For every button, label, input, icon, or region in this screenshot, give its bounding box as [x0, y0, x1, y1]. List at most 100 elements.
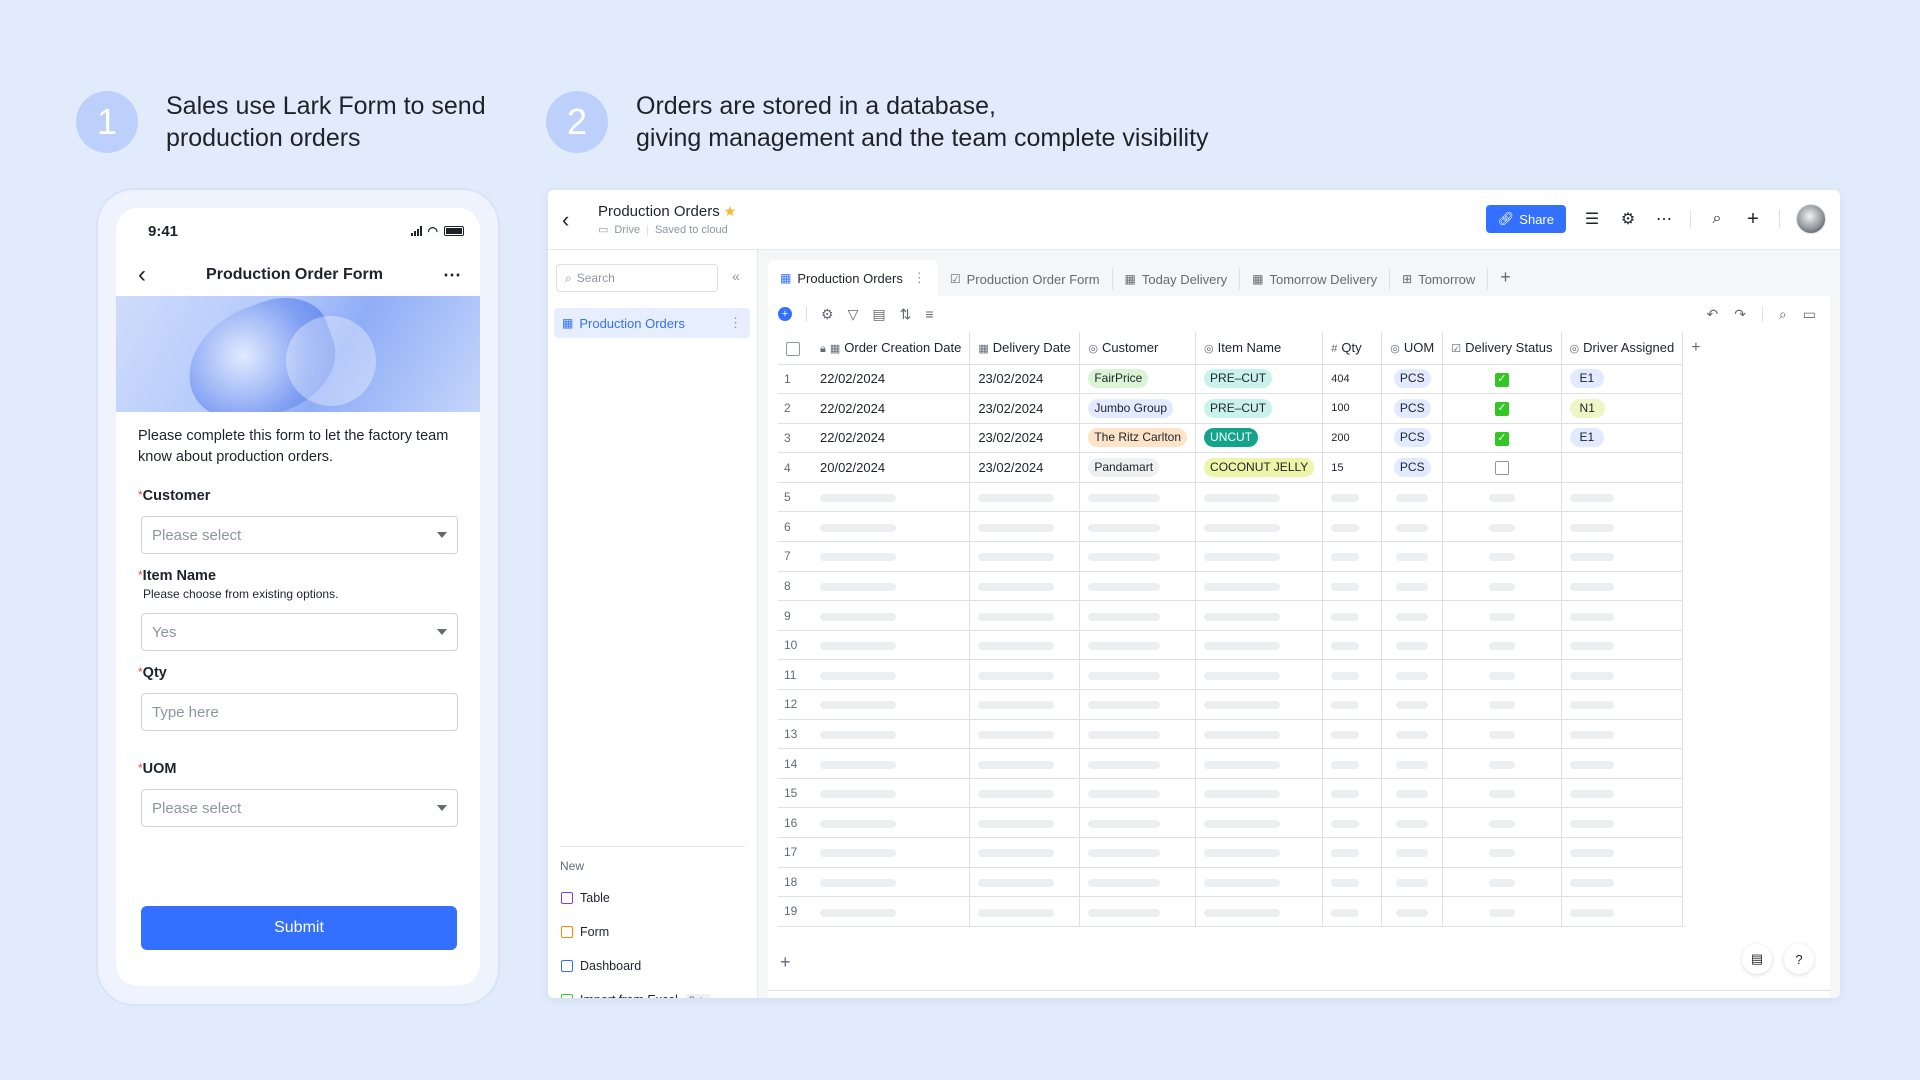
table-row[interactable]: 16 [778, 807, 1713, 838]
column-header[interactable]: ◎ Item Name [1195, 332, 1324, 365]
empty-cell[interactable] [1561, 541, 1684, 572]
empty-cell[interactable] [969, 719, 1081, 750]
empty-cell[interactable] [1079, 482, 1197, 513]
notes-icon[interactable]: ☰ [1584, 211, 1600, 228]
item-name-cell[interactable]: COCONUT JELLY [1195, 452, 1324, 483]
empty-cell[interactable] [969, 571, 1081, 602]
submit-button[interactable]: Submit [141, 906, 457, 950]
empty-cell[interactable] [1381, 511, 1444, 543]
delivery-date-cell[interactable]: 23/02/2024 [969, 452, 1081, 483]
sidebar-item-production-orders[interactable]: ▦ Production Orders ⋮ [554, 308, 750, 338]
empty-cell[interactable] [812, 748, 971, 779]
add-view-icon[interactable]: + [1500, 267, 1511, 287]
driver-assigned-cell[interactable]: E1 [1561, 364, 1684, 395]
add-icon[interactable]: + [1747, 207, 1759, 230]
table-row[interactable]: 2 22/02/2024 23/02/2024 Jumbo Group PRE–CUT 1… [778, 393, 1713, 424]
back-icon[interactable]: ‹ [562, 206, 570, 232]
table-row[interactable]: 14 [778, 748, 1713, 779]
uom-cell[interactable]: PCS [1381, 393, 1444, 424]
empty-cell[interactable] [1381, 867, 1444, 898]
empty-cell[interactable] [1079, 659, 1197, 691]
empty-cell[interactable] [1195, 837, 1324, 868]
delivery-status-cell[interactable]: ✓ [1442, 423, 1562, 454]
qty-cell[interactable]: 404 [1322, 364, 1383, 395]
empty-cell[interactable] [1442, 541, 1562, 572]
item-name-cell[interactable]: PRE–CUT [1195, 364, 1324, 395]
kebab-icon[interactable]: ⋮ [729, 315, 742, 330]
empty-cell[interactable] [1322, 807, 1383, 838]
empty-cell[interactable] [1322, 748, 1383, 779]
share-button[interactable]: 🔗︎ Share [1485, 205, 1566, 233]
collapse-icon[interactable]: « [732, 268, 740, 284]
empty-cell[interactable] [1561, 482, 1684, 513]
tab-production-order-form[interactable]: ☑ Production Order Form [938, 268, 1113, 290]
empty-cell[interactable] [1195, 867, 1324, 898]
tab-production-orders[interactable]: ▦ Production Orders ⋮ [768, 260, 938, 296]
empty-cell[interactable] [1561, 659, 1684, 691]
checkbox[interactable]: ✓ [1494, 372, 1509, 387]
empty-cell[interactable] [812, 719, 971, 750]
empty-cell[interactable] [1079, 511, 1197, 543]
filter-icon[interactable]: ▽ [847, 305, 859, 322]
empty-cell[interactable] [812, 482, 971, 513]
empty-cell[interactable] [1195, 511, 1324, 543]
empty-cell[interactable] [1561, 807, 1684, 838]
empty-cell[interactable] [1561, 689, 1684, 720]
empty-cell[interactable] [1561, 896, 1684, 927]
column-header[interactable]: ☑ Delivery Status [1442, 332, 1562, 365]
empty-cell[interactable] [1322, 659, 1383, 691]
table-row[interactable]: 12 [778, 689, 1713, 720]
empty-cell[interactable] [969, 689, 1081, 720]
column-header[interactable]: # Qty [1322, 332, 1383, 365]
empty-cell[interactable] [969, 807, 1081, 838]
empty-cell[interactable] [1561, 867, 1684, 898]
empty-cell[interactable] [1322, 600, 1383, 631]
find-icon[interactable]: ⌕ [1778, 305, 1787, 322]
help-icon[interactable]: ? [1784, 944, 1814, 974]
empty-cell[interactable] [1195, 571, 1324, 602]
empty-cell[interactable] [1442, 837, 1562, 868]
empty-cell[interactable] [1561, 630, 1684, 661]
select-all-checkbox[interactable] [778, 332, 812, 365]
select-field[interactable]: Please select [141, 516, 458, 554]
empty-cell[interactable] [1195, 630, 1324, 661]
empty-cell[interactable] [1561, 511, 1684, 543]
empty-cell[interactable] [1195, 482, 1324, 513]
delivery-status-cell[interactable]: ✓ [1442, 393, 1562, 424]
empty-cell[interactable] [1322, 837, 1383, 868]
empty-cell[interactable] [1079, 896, 1197, 927]
item-name-cell[interactable]: UNCUT [1195, 423, 1324, 454]
checkbox[interactable]: ✓ [1494, 402, 1509, 417]
empty-cell[interactable] [1381, 482, 1444, 513]
add-row-icon[interactable]: + [780, 952, 791, 972]
empty-cell[interactable] [1195, 719, 1324, 750]
column-header[interactable]: ◎ Customer [1079, 332, 1197, 365]
empty-cell[interactable] [812, 689, 971, 720]
empty-cell[interactable] [1322, 689, 1383, 720]
star-icon[interactable]: ★ [723, 203, 737, 219]
empty-cell[interactable] [1381, 719, 1444, 750]
group-icon[interactable]: ▤ [872, 305, 886, 322]
tab-tomorrow[interactable]: ⊞ Tomorrow [1390, 268, 1489, 290]
empty-cell[interactable] [1442, 867, 1562, 898]
customer-cell[interactable]: Pandamart [1079, 452, 1197, 483]
empty-cell[interactable] [1442, 719, 1562, 750]
empty-cell[interactable] [1561, 748, 1684, 779]
sidebar-new-item[interactable]: Dashboard [548, 949, 757, 983]
empty-cell[interactable] [1322, 896, 1383, 927]
empty-cell[interactable] [969, 630, 1081, 661]
qty-cell[interactable]: 15 [1322, 452, 1383, 483]
empty-cell[interactable] [1322, 511, 1383, 543]
empty-cell[interactable] [969, 482, 1081, 513]
empty-cell[interactable] [1079, 571, 1197, 602]
empty-cell[interactable] [1079, 541, 1197, 572]
empty-cell[interactable] [1195, 689, 1324, 720]
empty-cell[interactable] [1195, 541, 1324, 572]
empty-cell[interactable] [969, 541, 1081, 572]
customer-cell[interactable]: The Ritz Carlton [1079, 423, 1197, 454]
column-header[interactable]: 🔒︎ ▦ Order Creation Date [812, 332, 971, 365]
empty-cell[interactable] [1381, 659, 1444, 691]
empty-cell[interactable] [1442, 748, 1562, 779]
column-header[interactable]: ▦ Delivery Date [969, 332, 1081, 365]
empty-cell[interactable] [1561, 837, 1684, 868]
